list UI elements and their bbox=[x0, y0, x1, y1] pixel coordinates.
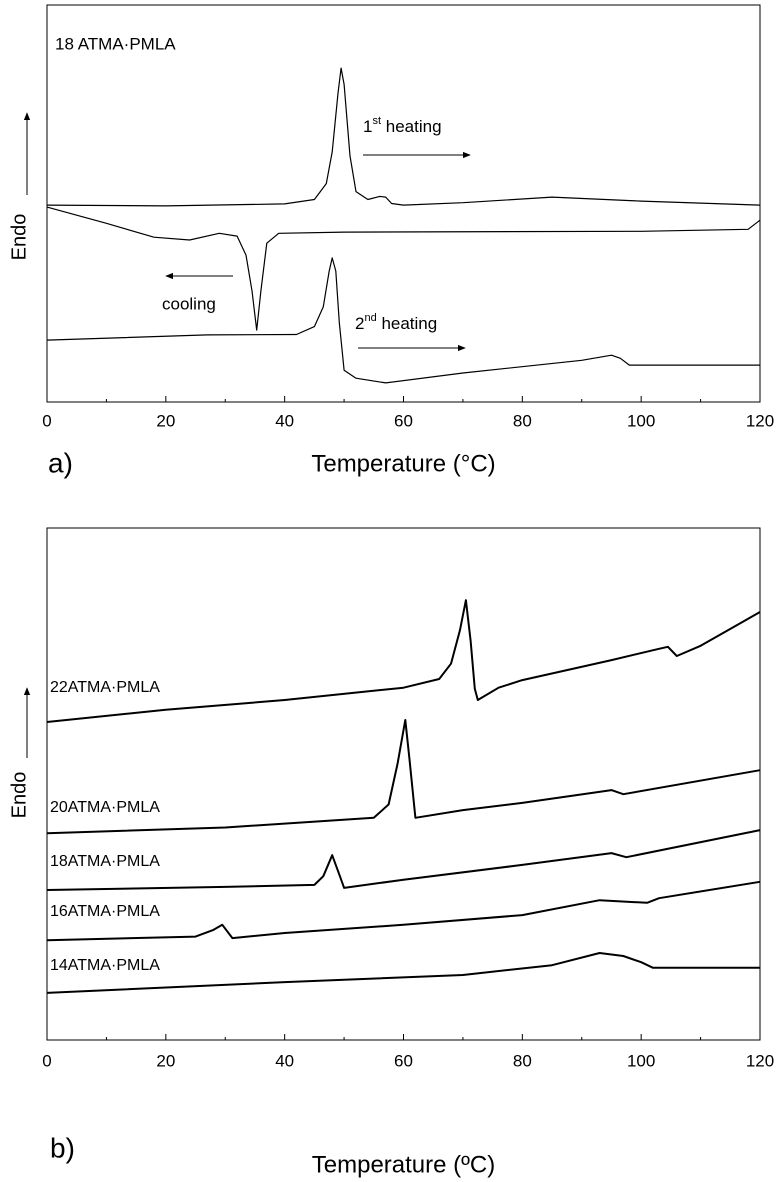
x-tick-label: 60 bbox=[394, 1051, 413, 1070]
curve bbox=[46, 599, 761, 723]
x-tick-label: 100 bbox=[627, 411, 655, 430]
annotation: 1st heating bbox=[363, 115, 442, 137]
curve bbox=[46, 206, 761, 331]
x-tick-label: 0 bbox=[42, 1051, 51, 1070]
annotation-part: heating bbox=[381, 117, 442, 136]
x-tick-label: 40 bbox=[275, 411, 294, 430]
x-tick-label: 0 bbox=[42, 411, 51, 430]
x-axis-title: Temperature (ºC) bbox=[312, 1151, 495, 1178]
curve-label: 20ATMA·PMLA bbox=[50, 799, 160, 816]
curve bbox=[46, 719, 761, 835]
curve bbox=[46, 952, 760, 994]
x-tick-label: 60 bbox=[394, 411, 413, 430]
annotation-part: 1 bbox=[363, 117, 372, 136]
annotation-part: 2 bbox=[355, 314, 364, 333]
annotation-part: heating bbox=[377, 314, 438, 333]
x-tick-label: 80 bbox=[513, 1051, 532, 1070]
annotation: 18 ATMA·PMLA bbox=[55, 34, 176, 53]
curve bbox=[46, 829, 761, 891]
x-tick-label: 120 bbox=[746, 411, 774, 430]
curve-label: 22ATMA·PMLA bbox=[50, 679, 160, 696]
x-tick-label: 40 bbox=[275, 1051, 294, 1070]
annotation: 2nd heating bbox=[355, 312, 437, 334]
annotation: b) bbox=[50, 1132, 75, 1163]
x-axis-title: Temperature (°C) bbox=[311, 450, 495, 477]
curve bbox=[46, 880, 761, 942]
annotation: cooling bbox=[162, 294, 216, 313]
x-tick-label: 120 bbox=[746, 1051, 774, 1070]
curve bbox=[46, 67, 761, 207]
x-tick-label: 100 bbox=[627, 1051, 655, 1070]
x-tick-label: 20 bbox=[156, 1051, 175, 1070]
plot-frame bbox=[46, 4, 761, 403]
curve-label: 16ATMA·PMLA bbox=[50, 903, 160, 920]
annotation-part: nd bbox=[364, 312, 376, 324]
annotation: a) bbox=[48, 447, 73, 478]
curve-label: 18ATMA·PMLA bbox=[50, 853, 160, 870]
curve-label: 14ATMA·PMLA bbox=[50, 957, 160, 974]
curve bbox=[46, 257, 760, 384]
y-axis-title: Endo bbox=[8, 214, 30, 261]
annotation-part: st bbox=[372, 115, 381, 127]
x-tick-label: 80 bbox=[513, 411, 532, 430]
y-axis-title: Endo bbox=[8, 772, 30, 819]
x-tick-label: 20 bbox=[156, 411, 175, 430]
